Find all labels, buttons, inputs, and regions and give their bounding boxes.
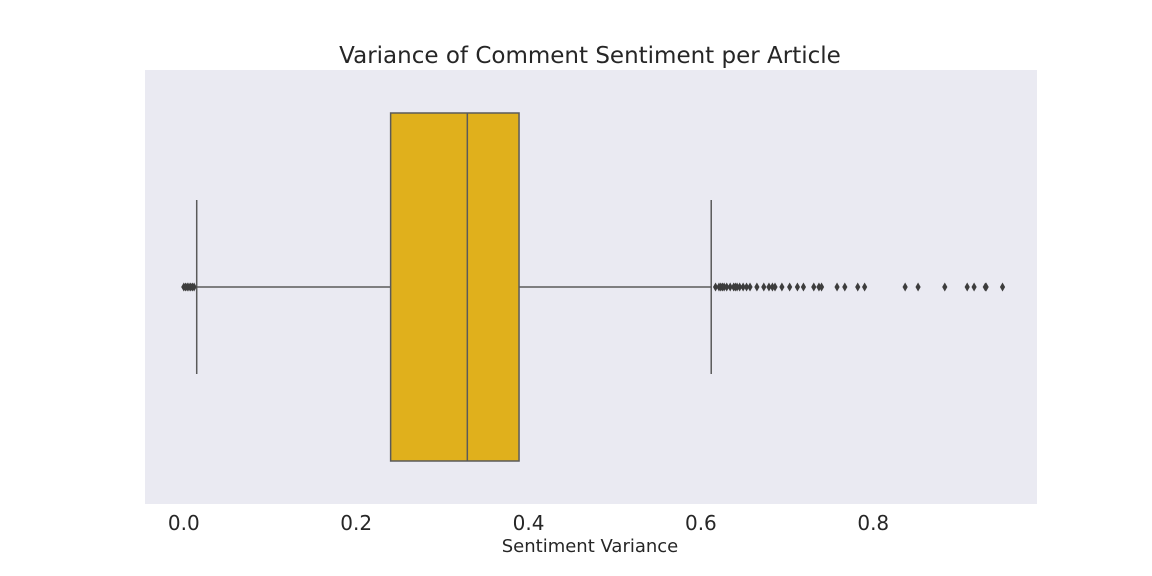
iqr-box: [389, 112, 520, 462]
outlier-point: [779, 282, 785, 292]
outlier-point: [999, 282, 1006, 292]
outlier-point: [971, 282, 977, 292]
box-plot: [195, 112, 712, 462]
outlier-point: [915, 282, 921, 292]
outlier-point: [811, 282, 817, 292]
outlier-point: [772, 282, 778, 292]
outlier-point: [766, 282, 772, 292]
outlier-point: [983, 282, 989, 292]
outlier-point: [855, 282, 861, 292]
x-tick-label: 0.2: [340, 511, 372, 535]
outlier-point: [743, 282, 750, 292]
outlier-point: [800, 282, 807, 292]
outlier-point: [754, 282, 760, 292]
outlier-point: [942, 282, 948, 292]
outlier-point: [747, 282, 753, 292]
outlier-point: [834, 282, 840, 292]
outlier-point: [794, 282, 801, 292]
x-axis-label: Sentiment Variance: [502, 536, 679, 557]
outlier-point: [842, 282, 848, 292]
chart-title: Variance of Comment Sentiment per Articl…: [339, 43, 841, 69]
outlier-point: [964, 282, 970, 292]
outlier-point: [724, 282, 730, 292]
x-tick-label: 0.6: [685, 511, 717, 535]
outlier-point: [712, 282, 719, 292]
outlier-point: [737, 282, 743, 292]
x-tick-label: 0.8: [857, 511, 889, 535]
outlier-point: [191, 282, 197, 292]
outlier-point: [740, 282, 746, 292]
outlier-points: [181, 282, 1006, 292]
outlier-point: [787, 282, 793, 292]
outlier-point: [902, 282, 908, 292]
x-tick-label: 0.4: [513, 511, 545, 535]
outlier-point: [862, 282, 868, 292]
x-tick-label: 0.0: [168, 511, 200, 535]
outlier-point: [761, 282, 767, 292]
x-axis-ticks: 0.0 0.2 0.4 0.6 0.8: [168, 511, 889, 535]
outlier-point: [818, 282, 825, 292]
outlier-point: [727, 282, 733, 292]
